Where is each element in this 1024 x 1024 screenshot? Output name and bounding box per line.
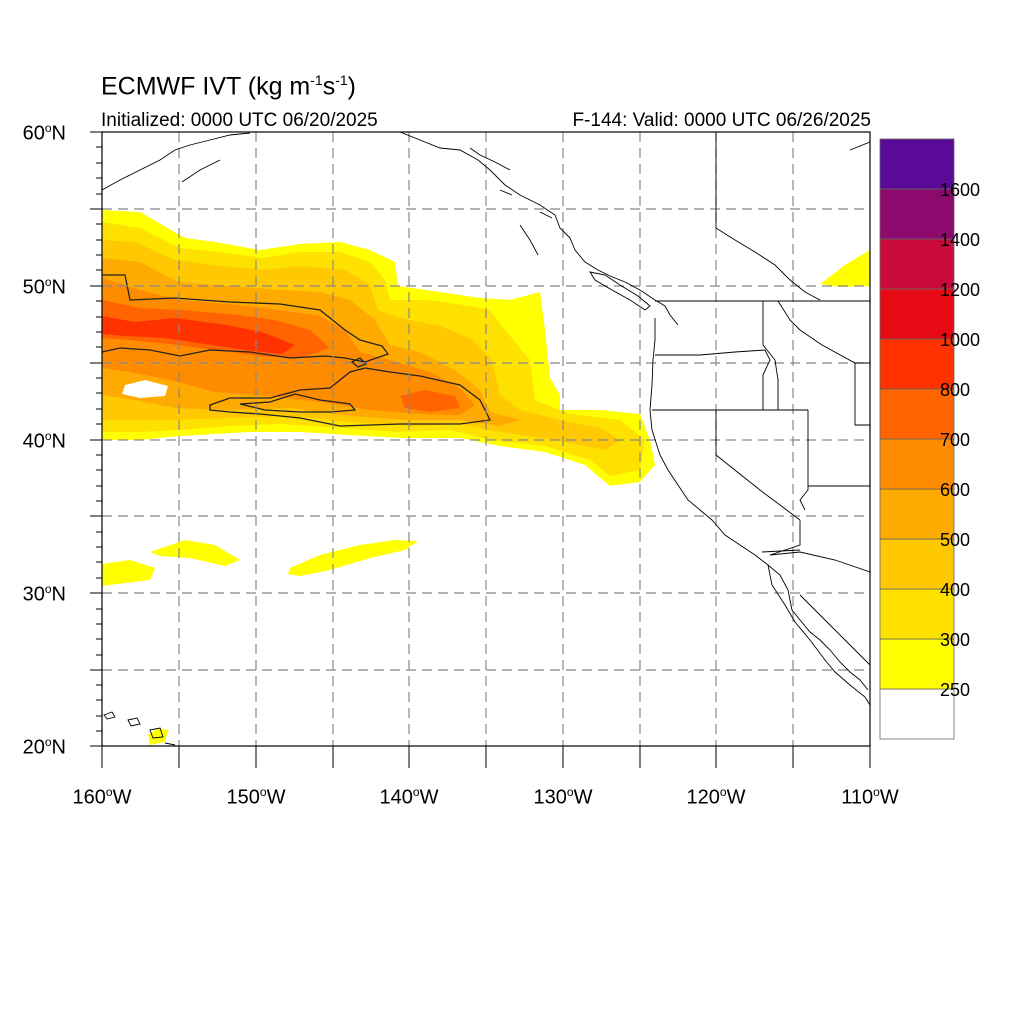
- lon-label-140w: 140oW: [379, 785, 439, 809]
- lon-label-150w: 150oW: [226, 785, 286, 809]
- colorbar-label-1400: 1400: [940, 230, 981, 250]
- initialized-label: Initialized: 0000 UTC 06/20/2025: [101, 110, 378, 131]
- colorbar-label-1200: 1200: [940, 280, 981, 300]
- lat-label-30: 30oN: [22, 582, 66, 606]
- contour-600-inner: [239, 393, 357, 413]
- bc-coast: [569, 237, 679, 326]
- colorbar-swatch: [879, 388, 955, 440]
- ivt-region-250e: [288, 540, 418, 576]
- great-lakes-edge: [715, 141, 870, 301]
- colorbar-swatch: [879, 338, 955, 390]
- ivt-region-250b: [820, 250, 870, 287]
- colorbar-label-500: 500: [940, 530, 971, 550]
- colorbar-swatch: [879, 488, 955, 540]
- lat-ticks: [90, 131, 102, 747]
- lon-label-110w: 110oW: [841, 785, 899, 809]
- colorbar-label-800: 800: [940, 380, 971, 400]
- ivt-region-800: [102, 316, 295, 354]
- ivt-region-250d: [102, 560, 155, 586]
- colorbar-label-400: 400: [940, 580, 971, 600]
- nv-ut-border: [799, 410, 809, 511]
- colorbar-swatch: [879, 688, 955, 740]
- map-frame: [90, 131, 871, 768]
- ivt-shading: [102, 210, 870, 745]
- lat-label-40: 40oN: [22, 429, 66, 453]
- contour-600-small: [350, 357, 368, 368]
- colorbar-swatch: [879, 588, 955, 640]
- wa-or-border: [655, 349, 771, 410]
- ivt-contours: [102, 274, 491, 427]
- lon-label-160w: 160oW: [72, 785, 132, 809]
- colorbar-label-600: 600: [940, 480, 971, 500]
- az-border: [769, 520, 870, 573]
- lat-label-60: 60oN: [22, 121, 66, 145]
- ivt-region-250c: [150, 540, 240, 566]
- ivt-gap: [122, 380, 168, 398]
- colorbar-swatch: [879, 538, 955, 590]
- baja-peninsula: [767, 564, 870, 706]
- ivt-region-250f: [148, 728, 168, 745]
- contour-600-north: [102, 274, 390, 363]
- alaska-coast: [102, 132, 571, 239]
- vancouver-island: [589, 271, 651, 311]
- id-border: [762, 300, 870, 410]
- map-title: ECMWF IVT (kg m-1s-1): [101, 72, 356, 101]
- lon-label-130w: 130oW: [533, 785, 593, 809]
- lon-ticks: [101, 746, 871, 768]
- ut-border: [808, 363, 870, 487]
- ca-nv-border: [715, 410, 801, 521]
- lat-label-20: 20oN: [22, 735, 66, 759]
- state-borders: [652, 132, 870, 573]
- coastlines: [102, 132, 870, 746]
- valid-label: F-144: Valid: 0000 UTC 06/26/2025: [572, 110, 871, 131]
- hawaii: [103, 711, 176, 746]
- ivt-region-700b: [400, 390, 460, 412]
- colorbar-swatch: [879, 638, 955, 690]
- colorbar-label-1600: 1600: [940, 180, 981, 200]
- us-west-coast: [649, 318, 869, 691]
- colorbar-label-300: 300: [940, 630, 971, 650]
- mexico-border: [761, 549, 801, 553]
- gridlines: [102, 132, 870, 746]
- colorbar-swatch: [879, 238, 955, 290]
- lon-label-120w: 120oW: [686, 785, 746, 809]
- colorbar-label-700: 700: [940, 430, 971, 450]
- colorbar-swatch: [879, 288, 955, 340]
- alaska-islands: [181, 159, 553, 256]
- colorbar: [879, 138, 955, 740]
- lat-label-50: 50oN: [22, 275, 66, 299]
- contour-600-south: [209, 367, 491, 427]
- colorbar-swatch: [879, 138, 955, 190]
- colorbar-label-1000: 1000: [940, 330, 981, 350]
- colorbar-swatch: [879, 188, 955, 240]
- colorbar-label-250: 250: [940, 680, 971, 700]
